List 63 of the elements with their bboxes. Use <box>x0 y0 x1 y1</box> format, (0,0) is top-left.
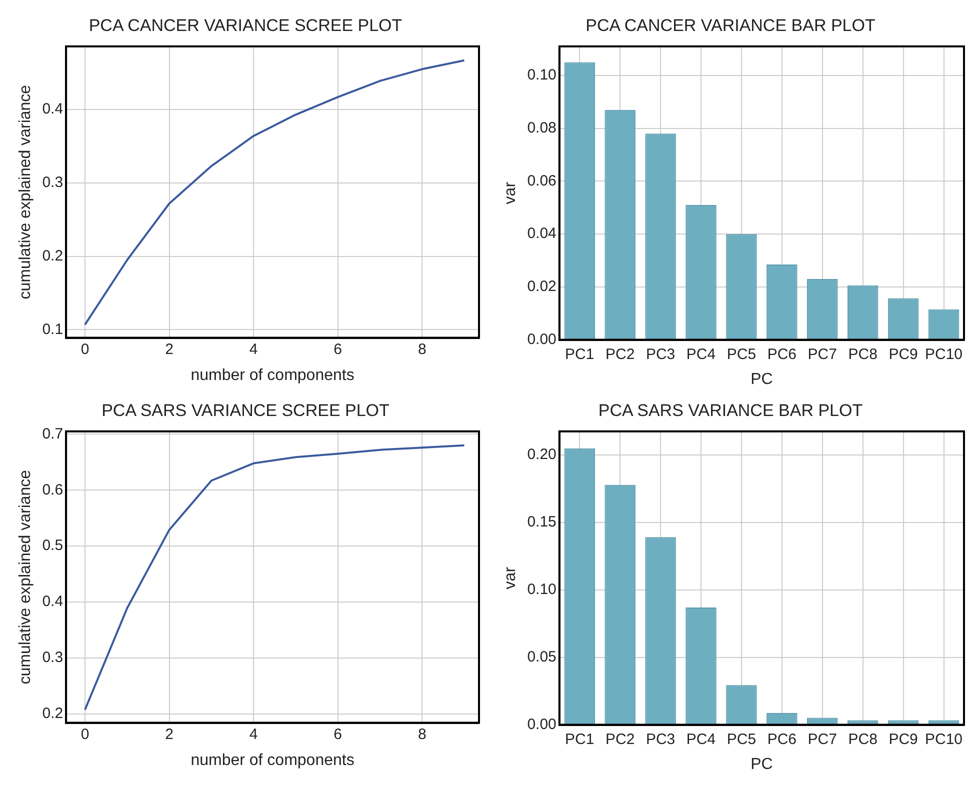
x-tick-label: 8 <box>418 726 426 743</box>
chart-title: PCA CANCER VARIANCE SCREE PLOT <box>88 16 402 35</box>
y-tick-label: 0.3 <box>42 649 64 666</box>
x-tick-label: 2 <box>165 340 174 358</box>
x-tick-label: PC7 <box>808 346 837 363</box>
x-tick-label: PC10 <box>925 730 963 748</box>
y-tick-label: 0.4 <box>42 593 64 610</box>
x-axis-title: PC <box>750 370 773 388</box>
y-tick-label: 0.2 <box>42 247 64 264</box>
x-axis-title: number of components <box>190 752 354 769</box>
y-tick-label: 0.00 <box>527 330 556 348</box>
y-tick-label: 0.10 <box>527 66 556 84</box>
y-tick-label: 0.00 <box>527 716 556 733</box>
y-tick-label: 0.6 <box>42 481 64 498</box>
x-tick-label: PC10 <box>925 346 963 363</box>
x-tick-label: 4 <box>249 340 258 358</box>
y-tick-label: 0.08 <box>527 119 556 136</box>
y-tick-label: 0.15 <box>527 513 556 530</box>
x-tick-label: PC8 <box>848 730 878 748</box>
x-tick-label: PC3 <box>646 346 676 363</box>
x-tick-label: PC5 <box>726 346 756 363</box>
y-tick-label: 0.10 <box>527 580 556 598</box>
x-tick-label: PC2 <box>605 730 635 748</box>
x-tick-label: PC6 <box>767 730 797 748</box>
y-axis-title: var <box>502 181 520 204</box>
y-tick-label: 0.1 <box>42 320 64 338</box>
chart-title: PCA CANCER VARIANCE BAR PLOT <box>586 16 876 35</box>
x-tick-label: 0 <box>80 726 90 743</box>
chart-title: PCA SARS VARIANCE BAR PLOT <box>598 400 863 420</box>
y-axis-title: cumulative explained variance <box>17 84 34 300</box>
x-tick-label: PC9 <box>888 730 918 748</box>
x-axis-title: PC <box>750 756 773 773</box>
y-tick-label: 0.2 <box>42 704 64 722</box>
x-tick-label: 0 <box>80 340 90 358</box>
y-tick-label: 0.06 <box>527 172 556 190</box>
y-tick-label: 0.5 <box>42 537 64 554</box>
y-tick-label: 0.02 <box>527 278 556 296</box>
y-tick-label: 0.05 <box>527 648 556 666</box>
x-tick-label: PC1 <box>565 346 594 363</box>
x-tick-label: PC3 <box>646 730 676 748</box>
y-axis-title: cumulative explained variance <box>17 470 34 684</box>
x-tick-label: 8 <box>418 340 426 358</box>
x-tick-label: PC6 <box>767 346 797 363</box>
x-axis-title: number of components <box>190 366 354 384</box>
y-tick-label: 0.7 <box>42 425 64 442</box>
x-tick-label: 2 <box>165 726 174 743</box>
chart-title: PCA SARS VARIANCE SCREE PLOT <box>102 400 390 420</box>
y-tick-label: 0.04 <box>527 225 556 242</box>
y-tick-label: 0.3 <box>42 174 64 192</box>
x-tick-label: PC4 <box>686 730 716 748</box>
x-tick-label: PC9 <box>888 346 918 363</box>
x-tick-label: 6 <box>334 726 342 743</box>
x-tick-label: PC4 <box>686 346 716 363</box>
x-tick-label: PC1 <box>565 730 594 748</box>
x-tick-label: 4 <box>249 726 258 743</box>
x-tick-label: 6 <box>334 340 342 358</box>
x-tick-label: PC7 <box>808 730 837 748</box>
y-axis-title: var <box>502 566 520 590</box>
x-tick-label: PC8 <box>848 346 878 363</box>
y-tick-label: 0.20 <box>527 446 556 463</box>
x-tick-label: PC2 <box>605 346 635 363</box>
y-tick-label: 0.4 <box>42 100 64 118</box>
x-tick-label: PC5 <box>726 730 756 748</box>
